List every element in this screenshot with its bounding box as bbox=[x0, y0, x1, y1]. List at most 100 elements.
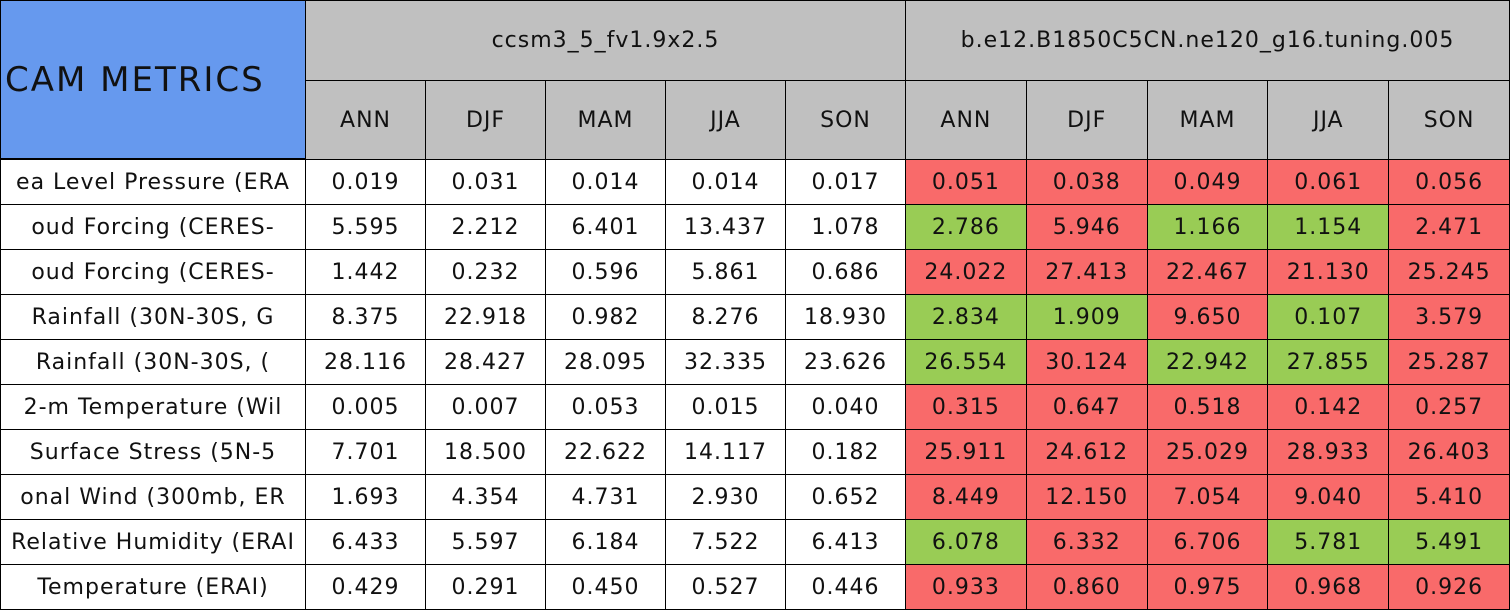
metric-cell: 0.257 bbox=[1388, 384, 1510, 430]
metric-cell: 0.518 bbox=[1146, 384, 1269, 430]
metric-cell: 0.450 bbox=[545, 564, 666, 610]
metric-cell: 5.491 bbox=[1388, 519, 1510, 565]
metric-cell: 5.781 bbox=[1267, 519, 1390, 565]
season-header: MAM bbox=[545, 80, 666, 160]
metric-cell: 3.579 bbox=[1388, 294, 1510, 340]
season-header: MAM bbox=[1146, 80, 1269, 160]
metric-cell: 26.554 bbox=[905, 339, 1027, 385]
metric-cell: 0.142 bbox=[1267, 384, 1390, 430]
metric-cell: 5.946 bbox=[1025, 204, 1148, 250]
metric-cell: 0.926 bbox=[1388, 564, 1510, 610]
metric-cell: 21.130 bbox=[1267, 249, 1390, 295]
metric-cell: 6.401 bbox=[545, 204, 666, 250]
season-header: JJA bbox=[665, 80, 786, 160]
metric-cell: 4.731 bbox=[545, 474, 666, 520]
season-header: ANN bbox=[305, 80, 426, 160]
metric-cell: 0.232 bbox=[425, 249, 546, 295]
metric-cell: 0.596 bbox=[545, 249, 666, 295]
metric-cell: 0.038 bbox=[1025, 159, 1148, 205]
metric-cell: 0.446 bbox=[785, 564, 906, 610]
metric-cell: 27.413 bbox=[1025, 249, 1148, 295]
group-header: ccsm3_5_fv1.9x2.5 bbox=[305, 0, 906, 81]
metric-cell: 2.834 bbox=[905, 294, 1027, 340]
metric-cell: 0.019 bbox=[305, 159, 426, 205]
metric-cell: 30.124 bbox=[1025, 339, 1148, 385]
table-title: CAM METRICS bbox=[0, 0, 306, 159]
metric-cell: 12.150 bbox=[1025, 474, 1148, 520]
season-header: ANN bbox=[905, 80, 1027, 160]
metric-cell: 6.413 bbox=[785, 519, 906, 565]
metric-cell: 1.078 bbox=[785, 204, 906, 250]
metric-cell: 0.527 bbox=[665, 564, 786, 610]
metric-cell: 0.429 bbox=[305, 564, 426, 610]
row-label: ea Level Pressure (ERA bbox=[0, 159, 306, 205]
metric-cell: 6.332 bbox=[1025, 519, 1148, 565]
metric-cell: 1.693 bbox=[305, 474, 426, 520]
season-header: JJA bbox=[1267, 80, 1390, 160]
metric-cell: 2.471 bbox=[1388, 204, 1510, 250]
metric-cell: 6.184 bbox=[545, 519, 666, 565]
metric-cell: 0.049 bbox=[1146, 159, 1269, 205]
row-label: Temperature (ERAI) bbox=[0, 564, 306, 610]
metric-cell: 1.442 bbox=[305, 249, 426, 295]
metric-cell: 0.005 bbox=[305, 384, 426, 430]
row-label: Surface Stress (5N-5 bbox=[0, 429, 306, 475]
season-header: DJF bbox=[1025, 80, 1148, 160]
metric-cell: 0.031 bbox=[425, 159, 546, 205]
metric-cell: 25.029 bbox=[1146, 429, 1269, 475]
metric-cell: 0.015 bbox=[665, 384, 786, 430]
metric-cell: 25.911 bbox=[905, 429, 1027, 475]
row-label: Rainfall (30N-30S, G bbox=[0, 294, 306, 340]
row-label: Rainfall (30N-30S, ( bbox=[0, 339, 306, 385]
metric-cell: 23.626 bbox=[785, 339, 906, 385]
metric-cell: 5.595 bbox=[305, 204, 426, 250]
metric-cell: 22.622 bbox=[545, 429, 666, 475]
metric-cell: 0.686 bbox=[785, 249, 906, 295]
metric-cell: 6.706 bbox=[1146, 519, 1269, 565]
group-header: b.e12.B1850C5CN.ne120_g16.tuning.005 bbox=[905, 0, 1510, 81]
metric-cell: 22.918 bbox=[425, 294, 546, 340]
metric-cell: 6.078 bbox=[905, 519, 1027, 565]
row-label: Relative Humidity (ERAI bbox=[0, 519, 306, 565]
season-header: DJF bbox=[425, 80, 546, 160]
metric-cell: 24.612 bbox=[1025, 429, 1148, 475]
metric-cell: 14.117 bbox=[665, 429, 786, 475]
metric-cell: 25.245 bbox=[1388, 249, 1510, 295]
metric-cell: 0.860 bbox=[1025, 564, 1148, 610]
metric-cell: 0.982 bbox=[545, 294, 666, 340]
metric-cell: 0.056 bbox=[1388, 159, 1510, 205]
metric-cell: 7.522 bbox=[665, 519, 786, 565]
metric-cell: 0.933 bbox=[905, 564, 1027, 610]
row-label: oud Forcing (CERES- bbox=[0, 204, 306, 250]
metric-cell: 24.022 bbox=[905, 249, 1027, 295]
metric-cell: 0.182 bbox=[785, 429, 906, 475]
metric-cell: 0.107 bbox=[1267, 294, 1390, 340]
metric-cell: 18.500 bbox=[425, 429, 546, 475]
season-header: SON bbox=[1388, 80, 1510, 160]
metric-cell: 8.375 bbox=[305, 294, 426, 340]
metric-cell: 0.315 bbox=[905, 384, 1027, 430]
metric-cell: 2.786 bbox=[905, 204, 1027, 250]
metric-cell: 8.449 bbox=[905, 474, 1027, 520]
metric-cell: 5.861 bbox=[665, 249, 786, 295]
metric-cell: 8.276 bbox=[665, 294, 786, 340]
metric-cell: 0.061 bbox=[1267, 159, 1390, 205]
metric-cell: 7.701 bbox=[305, 429, 426, 475]
metric-cell: 9.650 bbox=[1146, 294, 1269, 340]
metric-cell: 0.014 bbox=[545, 159, 666, 205]
metric-cell: 1.154 bbox=[1267, 204, 1390, 250]
metric-cell: 27.855 bbox=[1267, 339, 1390, 385]
metric-cell: 0.051 bbox=[905, 159, 1027, 205]
metric-cell: 22.942 bbox=[1146, 339, 1269, 385]
metric-cell: 0.053 bbox=[545, 384, 666, 430]
metric-cell: 0.291 bbox=[425, 564, 546, 610]
metric-cell: 28.095 bbox=[545, 339, 666, 385]
row-label: oud Forcing (CERES- bbox=[0, 249, 306, 295]
metric-cell: 0.968 bbox=[1267, 564, 1390, 610]
metric-cell: 0.647 bbox=[1025, 384, 1148, 430]
metric-cell: 4.354 bbox=[425, 474, 546, 520]
metric-cell: 0.975 bbox=[1146, 564, 1269, 610]
metric-cell: 28.933 bbox=[1267, 429, 1390, 475]
metric-cell: 2.930 bbox=[665, 474, 786, 520]
